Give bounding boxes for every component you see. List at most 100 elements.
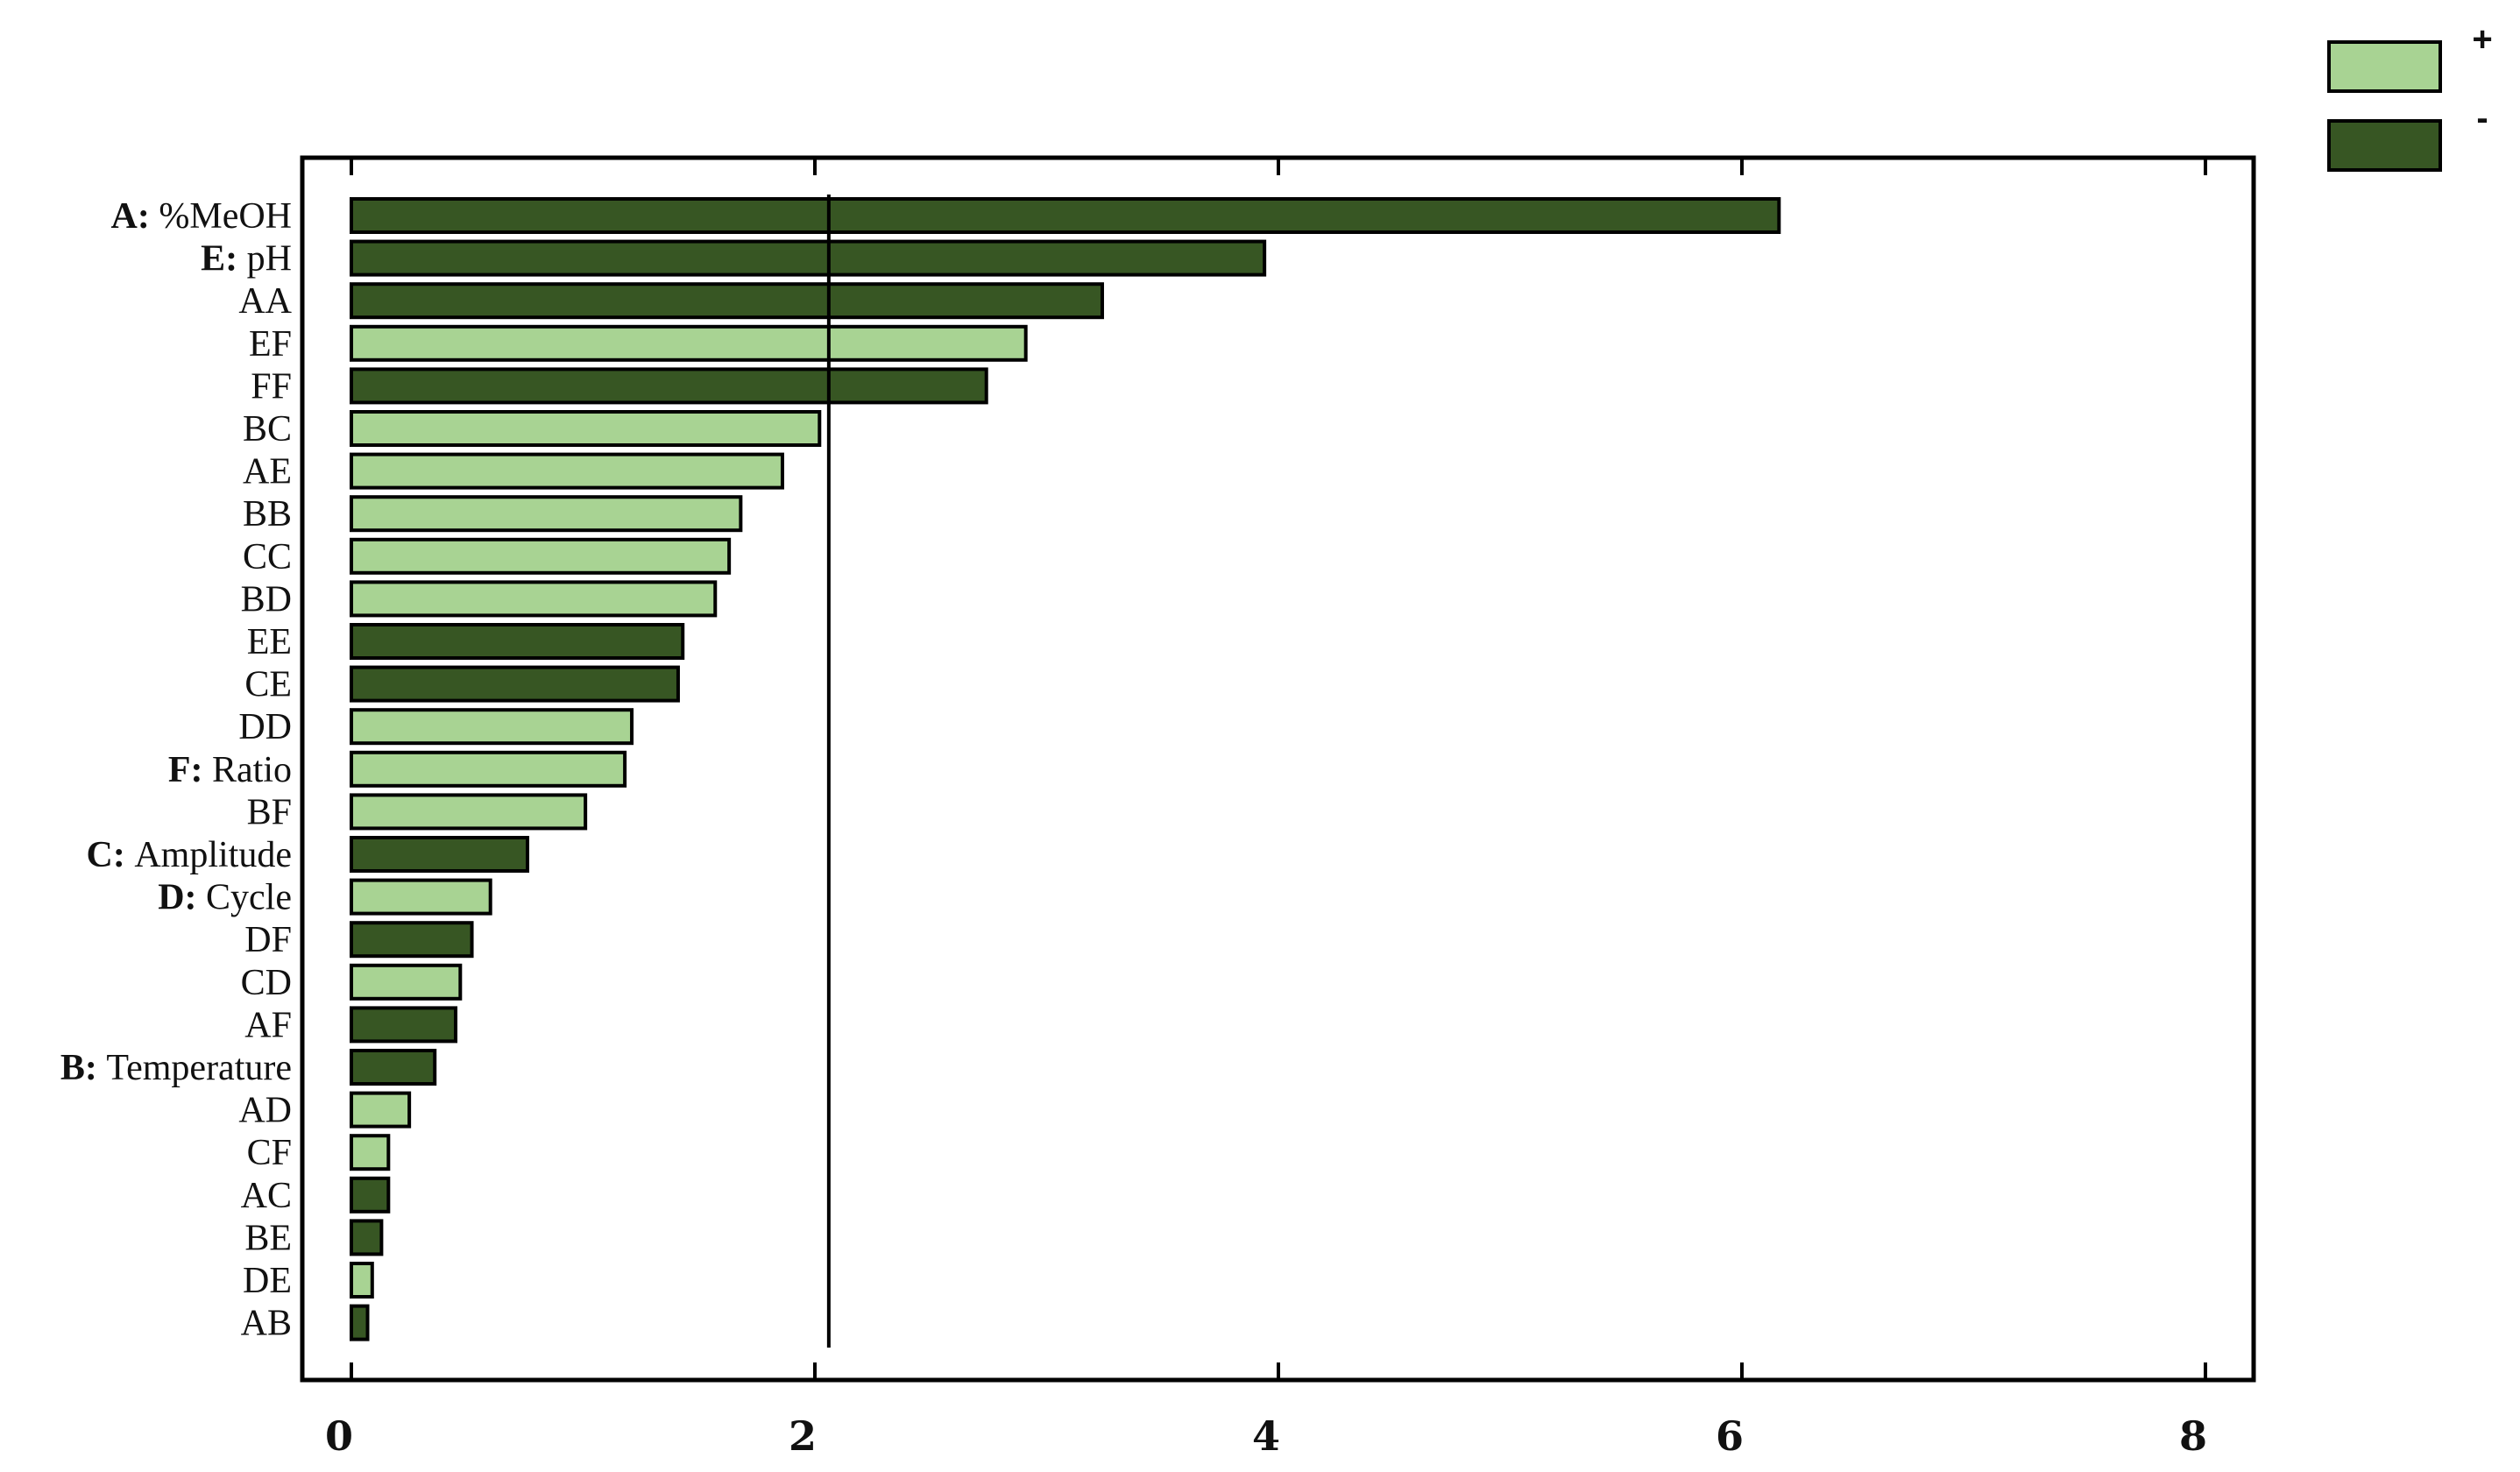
- bar-be: [350, 1219, 384, 1256]
- category-name: AC: [241, 1176, 292, 1216]
- bar-cd: [350, 963, 463, 1001]
- category-label-ce: CE: [244, 665, 292, 705]
- category-label-bb: BB: [243, 494, 292, 534]
- category-label-bc: BC: [243, 409, 292, 449]
- x-axis-ticks: 0 2 4 6 8: [325, 158, 2207, 1460]
- category-name: DF: [244, 920, 292, 960]
- category-prefix: D:: [158, 878, 206, 918]
- bar-cc: [350, 537, 732, 575]
- legend-swatch-positive: [2327, 40, 2442, 93]
- category-prefix: C:: [87, 835, 135, 875]
- bar-meoh: [350, 197, 1781, 234]
- bar-bb: [350, 495, 743, 533]
- category-name: CF: [247, 1133, 292, 1173]
- bar-ae: [350, 452, 784, 490]
- category-label-ratio: F: Ratio: [168, 750, 292, 790]
- bar-cf: [350, 1134, 391, 1171]
- bars-group: [350, 197, 1781, 1341]
- category-name: DE: [243, 1261, 292, 1301]
- bar-ad: [350, 1091, 412, 1129]
- category-label-ef: EF: [249, 324, 292, 364]
- category-name: BD: [241, 579, 292, 619]
- category-label-af: AF: [244, 1005, 292, 1045]
- category-prefix: A:: [111, 196, 159, 237]
- bar-ph: [350, 239, 1267, 277]
- legend: +-: [2327, 20, 2493, 172]
- category-name: CE: [244, 665, 292, 705]
- bar-bf: [350, 793, 588, 831]
- category-prefix: E:: [201, 239, 247, 280]
- category-label-df: DF: [244, 920, 292, 960]
- bar-ac: [350, 1176, 391, 1214]
- bar-cycle: [350, 878, 492, 916]
- category-name: BC: [243, 409, 292, 449]
- category-label-amplitude: C: Amplitude: [87, 835, 292, 875]
- legend-label-positive: +: [2472, 20, 2492, 59]
- category-name: CD: [241, 963, 292, 1003]
- category-label-be: BE: [244, 1218, 292, 1258]
- category-label-ac: AC: [241, 1176, 292, 1216]
- category-name: pH: [247, 239, 292, 280]
- category-name: DD: [238, 707, 292, 747]
- bar-ce: [350, 665, 680, 703]
- category-label-cc: CC: [243, 537, 292, 577]
- category-label-ph: E: pH: [201, 239, 292, 280]
- x-tick-label-0: 0: [325, 1412, 353, 1460]
- category-name: EE: [247, 622, 292, 662]
- bar-df: [350, 921, 474, 959]
- bar-bc: [350, 410, 822, 447]
- bar-bd: [350, 580, 718, 618]
- category-label-cd: CD: [241, 963, 292, 1003]
- x-tick-label-4: 4: [1252, 1412, 1280, 1460]
- category-label-ee: EE: [247, 622, 292, 662]
- category-name: %MeOH: [159, 196, 292, 237]
- bar-dd: [350, 708, 634, 746]
- bar-ratio: [350, 750, 627, 788]
- bar-amplitude: [350, 836, 530, 873]
- category-label-ad: AD: [238, 1091, 292, 1131]
- category-name: FF: [251, 366, 292, 407]
- category-name: Temperature: [106, 1048, 292, 1088]
- category-name: Ratio: [212, 750, 292, 790]
- category-label-de: DE: [243, 1261, 292, 1301]
- category-name: BF: [247, 792, 292, 832]
- x-tick-label-2: 2: [789, 1412, 817, 1460]
- category-label-ff: FF: [251, 366, 292, 407]
- category-label-ab: AB: [241, 1304, 292, 1344]
- bar-af: [350, 1006, 458, 1044]
- category-name: EF: [249, 324, 292, 364]
- legend-swatch-negative: [2327, 119, 2442, 172]
- bar-ee: [350, 623, 685, 660]
- bar-de: [350, 1262, 374, 1299]
- bar-aa: [350, 282, 1104, 320]
- category-name: Amplitude: [134, 835, 292, 875]
- category-name: AE: [243, 452, 292, 492]
- legend-label-negative: -: [2476, 99, 2488, 138]
- category-label-bf: BF: [247, 792, 292, 832]
- category-name: AF: [244, 1005, 292, 1045]
- category-name: Cycle: [206, 878, 292, 918]
- category-name: AB: [241, 1304, 292, 1344]
- category-name: BB: [243, 494, 292, 534]
- category-label-cf: CF: [247, 1133, 292, 1173]
- category-prefix: F:: [168, 750, 212, 790]
- bar-ab: [350, 1304, 370, 1341]
- bar-ff: [350, 367, 988, 405]
- category-prefix: B:: [60, 1048, 107, 1088]
- category-label-aa: AA: [238, 281, 292, 322]
- bar-temperature: [350, 1049, 437, 1086]
- bar-ef: [350, 324, 1028, 362]
- x-tick-label-8: 8: [2179, 1412, 2207, 1460]
- category-label-cycle: D: Cycle: [158, 878, 292, 918]
- category-label-ae: AE: [243, 452, 292, 492]
- category-label-meoh: A: %MeOH: [111, 196, 292, 237]
- category-name: CC: [243, 537, 292, 577]
- category-label-bd: BD: [241, 579, 292, 619]
- category-label-temperature: B: Temperature: [60, 1048, 292, 1088]
- category-label-dd: DD: [238, 707, 292, 747]
- category-name: AA: [238, 281, 292, 322]
- x-tick-label-6: 6: [1716, 1412, 1744, 1460]
- category-name: AD: [238, 1091, 292, 1131]
